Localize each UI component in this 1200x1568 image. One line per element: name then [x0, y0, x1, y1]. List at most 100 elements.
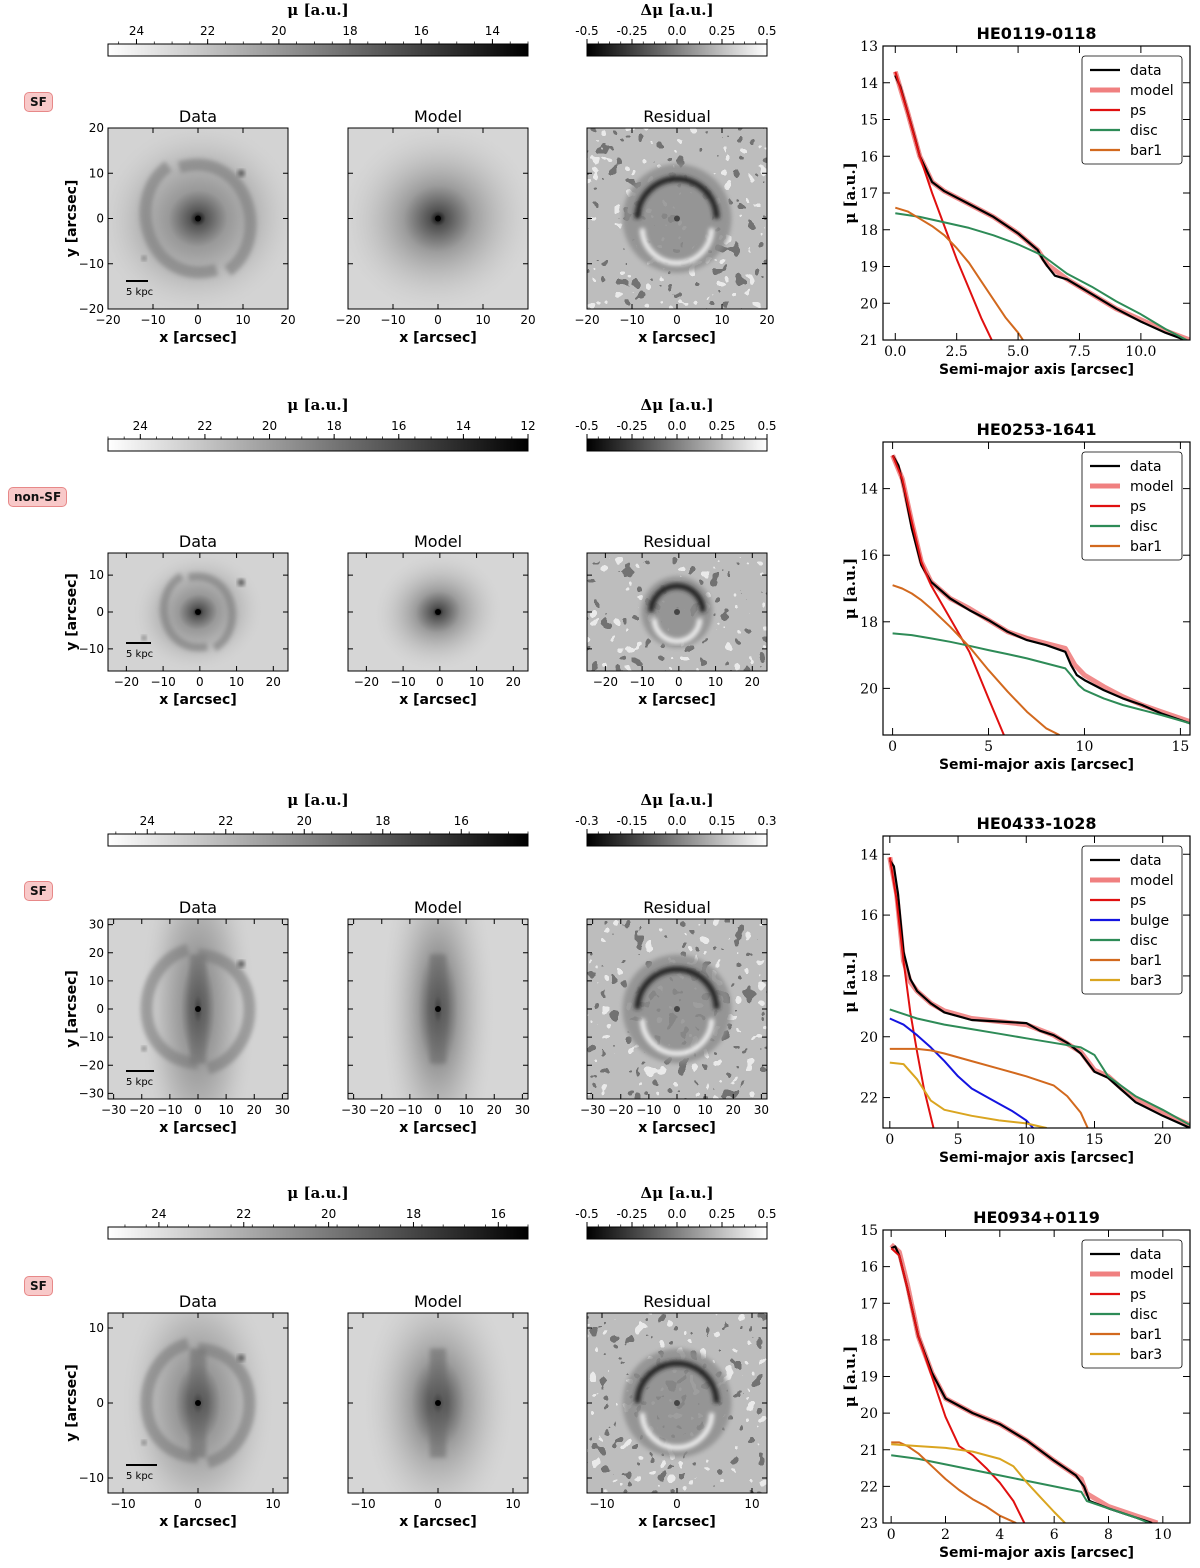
- x-tick-label: 20: [247, 1103, 262, 1117]
- sf-badge-row-1: SF: [24, 92, 53, 112]
- x-tick-label: 10: [229, 675, 244, 689]
- model-nucleus: [435, 1400, 441, 1406]
- residual-colorbar-row-3-tick-label: -0.15: [616, 814, 647, 828]
- x-axis-label: x [arcsec]: [399, 1120, 476, 1136]
- series-line-disc: [892, 632, 1190, 725]
- legend-label-data: data: [1130, 853, 1162, 869]
- y-tick-label: 13: [860, 39, 878, 55]
- data-nucleus: [195, 1400, 201, 1406]
- data-image: [108, 1313, 288, 1493]
- y-tick-label: 23: [860, 1516, 878, 1532]
- mu-colorbar-row-4-tick-label: 18: [406, 1207, 421, 1221]
- residual-colorbar-row-2-tick-label: -0.5: [575, 419, 598, 433]
- residual-colorbar-row-1-tick-label: 0.5: [757, 24, 776, 38]
- legend-label-disc: disc: [1130, 123, 1158, 139]
- y-tick-label: 15: [860, 113, 878, 129]
- y-tick-label: 22: [860, 1479, 878, 1495]
- x-tick-label: 10: [697, 1103, 712, 1117]
- x-tick-label: −30: [101, 1103, 126, 1117]
- y-tick-label: 20: [860, 1406, 878, 1422]
- mu-colorbar-row-4-tick-label: 20: [321, 1207, 336, 1221]
- legend: data model ps disc bar1: [1081, 55, 1183, 165]
- y-tick-label: 10: [89, 1321, 104, 1335]
- mu-colorbar-row-3-tick-label: 24: [140, 814, 155, 828]
- x-axis-label: x [arcsec]: [638, 1514, 715, 1530]
- x-tick-label: 20: [1154, 1132, 1172, 1148]
- residual-colorbar-row-2: Δμ [a.u.] -0.5 -0.25 0.0 0.25 0.5: [575, 396, 777, 452]
- foreground-star: [141, 635, 147, 641]
- x-tick-label: −10: [636, 1103, 661, 1117]
- y-tick-label: 10: [89, 166, 104, 180]
- mu-colorbar-row-2-label: μ [a.u.]: [287, 396, 348, 414]
- residual-colorbar-row-2-tick-label: 0.25: [709, 419, 736, 433]
- foreground-star: [237, 960, 245, 968]
- series-line-disc: [895, 212, 1189, 340]
- residual-center: [674, 215, 680, 222]
- residual-colorbar-row-3-tick-label: 0.15: [709, 814, 736, 828]
- model-panel-row-2: Model −20 −10 0 10 20 x [arcsec]: [347, 532, 529, 708]
- plot-frame: [882, 835, 1191, 1129]
- x-tick-label: 2: [941, 1527, 950, 1543]
- y-tick-label: 18: [860, 615, 878, 631]
- residual-arc: [634, 175, 720, 219]
- y-tick-label: 15: [860, 1223, 878, 1239]
- mu-colorbar-row-2-ramp: [107, 438, 529, 452]
- x-axis-label: x [arcsec]: [159, 330, 236, 346]
- x-tick-label: −10: [619, 313, 644, 327]
- x-tick-label: 10: [469, 675, 484, 689]
- model-image: [348, 1313, 528, 1493]
- x-axis-label: x [arcsec]: [638, 330, 715, 346]
- x-tick-label: 20: [520, 313, 535, 327]
- series-group: [892, 70, 1190, 340]
- x-tick-label: 4: [995, 1527, 1004, 1543]
- x-axis-label: x [arcsec]: [399, 692, 476, 708]
- y-tick-label: 21: [860, 333, 878, 349]
- y-tick-label: 16: [860, 908, 878, 924]
- y-axis-label: y [arcsec]: [64, 970, 80, 1048]
- x-tick-label: 20: [280, 313, 295, 327]
- y-axis-label: y [arcsec]: [64, 573, 80, 651]
- legend-label-bulge: bulge: [1130, 913, 1169, 929]
- series-line-bar3: [889, 1061, 1047, 1128]
- y-tick-label: 20: [860, 1030, 878, 1046]
- x-axis-label: x [arcsec]: [638, 1120, 715, 1136]
- legend-frame: [1081, 845, 1183, 995]
- model-image: [348, 128, 528, 309]
- residual-colorbar-row-1-tick-label: -0.25: [616, 24, 647, 38]
- mu-colorbar-row-4-tick-label: 16: [491, 1207, 506, 1221]
- y-axis-label: y [arcsec]: [64, 1364, 80, 1442]
- series-line-data: [888, 859, 1190, 1128]
- legend-label-bar3: bar3: [1130, 1347, 1162, 1363]
- x-axis-label: Semi-major axis [arcsec]: [939, 1150, 1134, 1166]
- y-tick-label: −10: [79, 1471, 104, 1485]
- x-tick-label: 10: [1017, 1132, 1035, 1148]
- x-axis-label: Semi-major axis [arcsec]: [939, 1545, 1134, 1561]
- residual-arc: [651, 618, 703, 644]
- legend-label-ps: ps: [1130, 1287, 1146, 1303]
- y-tick-label: 20: [860, 681, 878, 697]
- x-tick-label: 10: [708, 675, 723, 689]
- data-image: [108, 128, 288, 309]
- chart-title: HE0253-1641: [976, 420, 1096, 439]
- x-tick-label: −30: [580, 1103, 605, 1117]
- residual-colorbar-row-1-label: Δμ [a.u.]: [640, 1, 713, 19]
- model-panel-title: Model: [414, 1292, 462, 1311]
- x-axis-label: x [arcsec]: [159, 1120, 236, 1136]
- mu-colorbar-row-1-tick-label: 16: [414, 24, 429, 38]
- residual-colorbar-row-3-tick-label: 0.3: [757, 814, 776, 828]
- residual-panel-row-1: Residual −20 −10 0 10 20 x [arcsec]: [574, 107, 774, 346]
- residual-colorbar-row-4-tick-label: 0.5: [757, 1207, 776, 1221]
- x-tick-label: 20: [487, 1103, 502, 1117]
- legend-label-bar1: bar1: [1130, 539, 1162, 555]
- legend-label-data: data: [1130, 459, 1162, 475]
- residual-colorbar-row-4-tick-label: -0.25: [616, 1207, 647, 1221]
- x-tick-label: −20: [369, 1103, 394, 1117]
- x-tick-label: 0: [194, 1497, 202, 1511]
- x-tick-label: 30: [754, 1103, 769, 1117]
- y-axis-label: y [arcsec]: [64, 180, 80, 258]
- model-image: [348, 553, 528, 671]
- residual-arc: [639, 228, 715, 266]
- chart-title: HE0433-1028: [976, 814, 1096, 833]
- x-tick-label: −20: [574, 313, 599, 327]
